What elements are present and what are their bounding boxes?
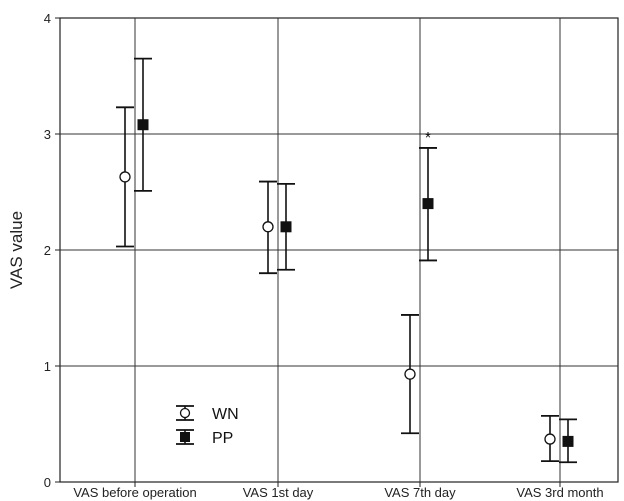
marker-wn-1 (263, 222, 273, 232)
y-tick-label-3: 3 (44, 127, 51, 142)
legend-marker-pp (180, 432, 190, 442)
y-axis-title: VAS value (7, 211, 26, 289)
marker-wn-3 (545, 434, 555, 444)
x-tick-label-1: VAS 1st day (243, 485, 314, 500)
y-tick-label-2: 2 (44, 243, 51, 258)
marker-pp-1 (281, 221, 292, 232)
marker-wn-2 (405, 369, 415, 379)
y-tick-label-1: 1 (44, 359, 51, 374)
x-tick-label-3: VAS 3rd month (516, 485, 603, 500)
y-tick-label-4: 4 (44, 11, 51, 26)
marker-pp-3 (563, 436, 574, 447)
legend-label-wn: WN (212, 406, 239, 423)
x-axis-ticks: VAS before operation VAS 1st day VAS 7th d… (73, 482, 603, 500)
x-tick-label-2: VAS 7th day (384, 485, 456, 500)
significance-asterisk: * (425, 130, 431, 147)
y-axis-ticks: 0 1 2 3 4 (44, 11, 60, 490)
marker-pp-0 (138, 119, 149, 130)
legend-label-pp: PP (212, 430, 233, 447)
annotations: * (425, 130, 431, 147)
legend-marker-wn (181, 409, 190, 418)
y-tick-label-0: 0 (44, 475, 51, 490)
x-tick-label-0: VAS before operation (73, 485, 196, 500)
marker-wn-0 (120, 172, 130, 182)
marker-pp-2 (423, 198, 434, 209)
